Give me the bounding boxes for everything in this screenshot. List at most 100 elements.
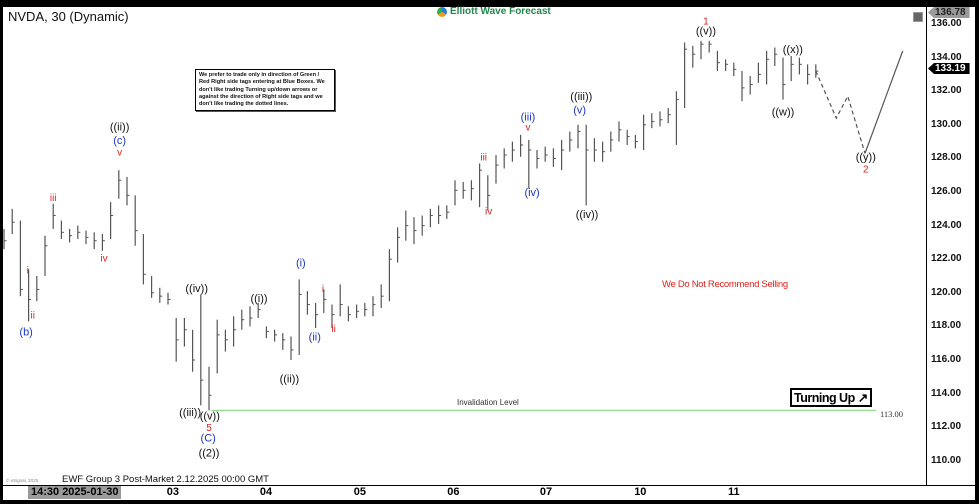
price-bar: [733, 62, 737, 77]
price-bar: [528, 139, 532, 189]
y-tick-label: 116.00: [931, 354, 962, 365]
wave-label: i: [27, 265, 29, 276]
y-tick-label: 124.00: [931, 219, 962, 231]
price-bar: [142, 234, 146, 285]
price-bar: [388, 249, 392, 302]
wave-label: 5: [206, 423, 212, 434]
wave-label: (i): [296, 258, 306, 270]
price-bar: [593, 138, 597, 162]
wave-label: 1: [703, 17, 709, 28]
y-tick-label: 126.00: [931, 186, 962, 197]
price-bar: [700, 40, 704, 60]
price-bar: [159, 287, 163, 303]
price-bar: [683, 42, 688, 108]
price-bar: [708, 40, 712, 53]
price-bar: [782, 57, 786, 100]
price-bar: [774, 47, 778, 66]
price-bar: [298, 279, 302, 355]
price-bar: [741, 71, 745, 102]
x-tick-label: 05: [353, 486, 366, 498]
price-bar: [339, 284, 343, 317]
price-bar: [331, 304, 335, 329]
wave-label: ((i)): [250, 293, 267, 305]
price-bar: [3, 228, 7, 250]
price-bar: [479, 163, 483, 208]
wave-label: ((iii)): [570, 91, 592, 103]
price-bar: [519, 134, 524, 157]
price-bar: [134, 195, 138, 246]
price-bar: [347, 306, 351, 322]
price-bar: [618, 121, 622, 142]
price-bar: [503, 148, 507, 169]
wave-label: (ii): [309, 331, 321, 343]
price-bar: [183, 318, 187, 347]
projection-layer: [815, 50, 904, 154]
high-price-tag: 136.78: [928, 7, 970, 18]
chart-options-button[interactable]: [913, 12, 923, 22]
price-bar: [372, 296, 376, 317]
price-bar: [224, 329, 228, 352]
price-bar: [109, 202, 114, 240]
esignal-credit: © eSignal, 2025: [6, 478, 39, 483]
price-bar: [798, 57, 802, 75]
price-bar: [716, 50, 720, 72]
price-bar: [19, 220, 23, 297]
price-bar: [192, 329, 196, 372]
price-bar: [421, 215, 425, 236]
trading-note: We prefer to trade only in direction of …: [195, 69, 335, 112]
wave-label: (C): [201, 432, 216, 444]
price-axis[interactable]: [927, 7, 975, 485]
price-bar: [757, 62, 761, 83]
price-bar: [85, 230, 89, 245]
price-bar: [659, 111, 663, 127]
price-bar: [44, 235, 48, 276]
wave-label: ((ii)): [280, 373, 300, 385]
price-bar: [536, 150, 540, 169]
y-tick-label: 110.00: [931, 454, 962, 466]
wave-label: ((iv)): [576, 209, 599, 221]
y-tick-label: 132.00: [931, 85, 962, 97]
price-bar: [68, 228, 73, 243]
price-bar: [397, 227, 401, 263]
price-bar: [101, 234, 105, 251]
price-bar: [601, 141, 606, 162]
price-bar: [446, 205, 450, 219]
price-bar: [126, 176, 130, 206]
wave-label: ((iii)): [179, 407, 201, 419]
price-bar: [118, 170, 122, 199]
price-bar: [651, 113, 655, 129]
wave-label: v: [117, 148, 122, 159]
wave-label: ii: [30, 311, 34, 322]
time-axis[interactable]: [3, 486, 975, 500]
price-bar: [315, 302, 319, 329]
price-bar: [626, 129, 630, 145]
price-bar: [380, 284, 384, 308]
price-bar: [642, 114, 647, 150]
plot-area[interactable]: [3, 7, 926, 485]
invalidation-label: Invalidation Level: [457, 398, 519, 407]
price-bar: [790, 55, 794, 82]
x-tick-label: 10: [634, 486, 647, 498]
x-tick-label: 07: [539, 486, 553, 498]
price-bar: [52, 203, 56, 229]
chart-title: NVDA, 30 (Dynamic): [8, 9, 129, 24]
price-bar: [233, 316, 237, 347]
bars-layer: [3, 40, 819, 411]
wave-label: (c): [113, 135, 126, 147]
projection-dashed-path: [815, 70, 866, 154]
wave-label: iv: [485, 206, 492, 217]
wave-label: ((2)): [199, 447, 220, 459]
price-bar: [28, 269, 32, 322]
x-tick-label: 03: [166, 486, 180, 498]
no-sell-notice: We Do Not Recommend Selling: [662, 279, 788, 290]
price-bar: [36, 276, 40, 302]
x-tick-label: 06: [447, 486, 460, 498]
y-tick-label: 118.00: [931, 320, 962, 332]
y-tick-label: 136.00: [931, 18, 962, 29]
price-bar: [208, 366, 212, 411]
turning-up-badge: Turning Up ↗: [790, 388, 872, 407]
price-bar: [560, 139, 565, 171]
wave-labels-layer: ((ii))(c)viiiiii(b)iv((iv))((iii))((v))5…: [19, 17, 875, 460]
price-bar: [511, 141, 515, 162]
price-bar: [241, 309, 245, 330]
